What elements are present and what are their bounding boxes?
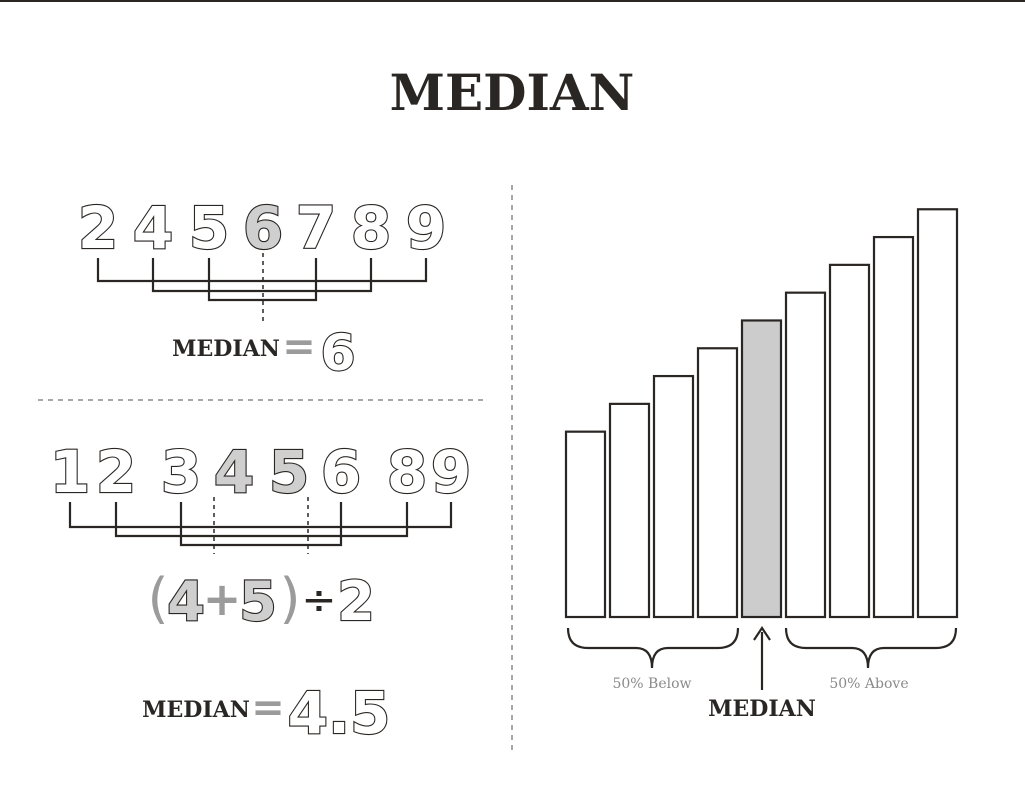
even-number-5: 6	[321, 438, 361, 506]
odd-number-2: 5	[189, 194, 229, 262]
odd-number-3: 6	[243, 194, 283, 262]
odd-number-0: 2	[78, 194, 118, 262]
odd-median-value: 6	[321, 324, 356, 382]
formula-divisor: 2	[337, 570, 375, 633]
odd-number-1: 4	[133, 194, 173, 262]
page-title: MEDIAN	[390, 63, 635, 122]
median-bar	[740, 319, 783, 619]
odd-number-6: 9	[406, 194, 446, 262]
bar-chart	[564, 208, 959, 619]
median-arrow-icon	[753, 626, 771, 641]
even-number-1: 2	[96, 438, 136, 506]
even-number-7: 9	[431, 438, 471, 506]
bar-8	[916, 208, 959, 619]
even-number-6: 8	[387, 438, 427, 506]
odd-median-label: MEDIAN	[172, 336, 280, 362]
even-number-3: 4	[214, 438, 254, 506]
formula-a: 4	[167, 570, 205, 633]
bar-2	[652, 374, 695, 619]
bar-0	[564, 430, 607, 619]
formula-open-paren: (	[147, 567, 168, 630]
below-label: 50% Below	[612, 676, 691, 692]
formula-b: 5	[239, 570, 277, 633]
even-equals-sign: =	[251, 685, 285, 731]
chart-median-label: MEDIAN	[708, 696, 816, 722]
formula-close-paren: )	[279, 567, 300, 630]
formula-plus: +	[203, 572, 242, 626]
even-number-0: 1	[50, 438, 90, 506]
bar-7	[872, 235, 915, 619]
bar-3	[696, 347, 739, 619]
odd-brackets	[96, 253, 428, 322]
bar-6	[828, 263, 871, 619]
even-number-4: 5	[269, 438, 309, 506]
above-label: 50% Above	[829, 676, 908, 692]
even-brackets	[68, 497, 453, 554]
bar-1	[608, 402, 651, 619]
above-brace	[784, 627, 958, 669]
even-median-label: MEDIAN	[142, 697, 250, 723]
bar-5	[784, 291, 827, 619]
odd-number-5: 8	[351, 194, 391, 262]
formula-divide: ÷	[301, 575, 336, 624]
chart-annotations: 50% Below 50% Above MEDIAN	[566, 626, 958, 722]
below-brace	[566, 627, 740, 669]
even-median-value: 4.5	[288, 679, 391, 747]
odd-number-4: 7	[296, 194, 336, 262]
even-formula: ( 4 + 5 ) ÷ 2	[147, 567, 375, 634]
odd-equals-sign: =	[282, 324, 316, 370]
even-number-2: 3	[161, 438, 201, 506]
